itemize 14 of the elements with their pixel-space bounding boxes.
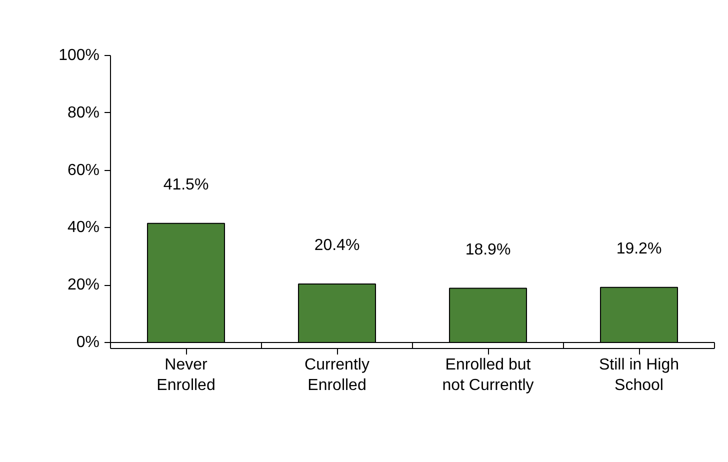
y-tick-label: 60%	[67, 162, 100, 179]
x-tick-label: Currently Enrolled	[304, 356, 370, 394]
y-tick-label: 80%	[67, 104, 100, 122]
y-tick-label: 40%	[67, 219, 100, 236]
y-tick-label: 0%	[76, 334, 100, 351]
x-tick-label: Still in High School	[598, 356, 680, 394]
y-tick-label: 100%	[58, 47, 100, 64]
data-label: 18.9%	[465, 241, 511, 258]
data-label: 19.2%	[616, 240, 662, 258]
y-tick-label: 20%	[67, 276, 100, 294]
data-label: 41.5%	[163, 176, 209, 194]
x-tick-label: Never Enrolled	[156, 356, 216, 394]
x-tick-label: Enrolled but not Currently	[442, 356, 534, 394]
data-label: 20.4%	[314, 236, 360, 254]
